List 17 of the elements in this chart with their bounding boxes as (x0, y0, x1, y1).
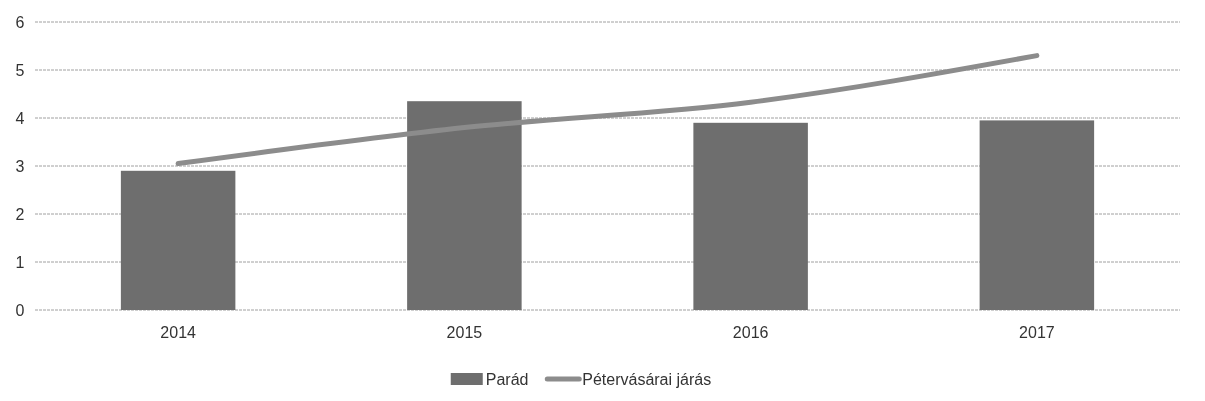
bar (979, 120, 1095, 310)
legend-label: Parád (485, 370, 529, 388)
bar (120, 170, 236, 310)
y-tick-label: 4 (15, 109, 25, 127)
y-tick-label: 6 (15, 13, 25, 31)
y-tick-label: 2 (15, 205, 25, 223)
y-tick-label: 0 (15, 301, 25, 319)
x-tick-label: 2014 (160, 324, 197, 341)
legend-label: Pétervásárai járás (582, 370, 712, 388)
bar (407, 101, 522, 310)
y-tick-label: 5 (15, 61, 25, 79)
y-tick-label: 1 (15, 253, 25, 271)
x-tick-label: 2017 (1019, 324, 1055, 341)
x-tick-label: 2015 (446, 324, 483, 341)
y-tick-label: 3 (15, 157, 25, 175)
bar (693, 122, 808, 310)
x-tick-label: 2016 (732, 324, 769, 341)
